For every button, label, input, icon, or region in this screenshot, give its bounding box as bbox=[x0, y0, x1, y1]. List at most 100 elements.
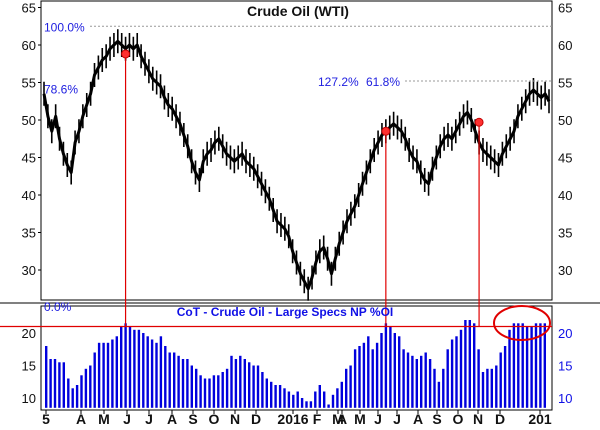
price-y-tick-right: 65 bbox=[558, 1, 572, 16]
x-tick-label: N bbox=[230, 411, 240, 427]
cot-y-tick-left: 20 bbox=[22, 326, 36, 341]
cot-bar bbox=[111, 339, 114, 408]
cot-bar bbox=[521, 323, 524, 408]
cot-bar bbox=[256, 365, 260, 408]
axis-layer: 30 30 35 35 40 40 45 45 50 50 55 55 60 60 65 65 10 10 15 15… bbox=[22, 1, 573, 428]
cot-bar bbox=[327, 404, 330, 408]
x-tick-label: J bbox=[145, 411, 153, 427]
fib-label: 61.8% bbox=[366, 75, 400, 89]
cot-y-tick-right: 10 bbox=[558, 391, 572, 406]
cot-bar bbox=[45, 346, 48, 408]
cot-bar bbox=[398, 336, 401, 408]
cot-bar bbox=[71, 388, 74, 408]
price-y-tick-left: 35 bbox=[22, 226, 36, 241]
price-y-tick-left: 60 bbox=[22, 38, 36, 53]
cot-bar bbox=[62, 362, 65, 408]
x-tick-label: 201 bbox=[528, 411, 552, 427]
highlight-ellipse bbox=[493, 305, 551, 341]
cot-bar bbox=[239, 355, 242, 408]
cot-bar bbox=[58, 362, 61, 408]
x-tick-label: A bbox=[337, 411, 347, 427]
cot-y-tick-right: 20 bbox=[558, 326, 572, 341]
cot-bar bbox=[481, 372, 485, 408]
cot-bar bbox=[208, 378, 211, 408]
x-tick-label: D bbox=[251, 411, 261, 427]
price-y-tick-right: 30 bbox=[558, 263, 572, 278]
price-panel-frame bbox=[40, 0, 553, 301]
price-y-tick-right: 35 bbox=[558, 226, 572, 241]
price-y-tick-right: 40 bbox=[558, 188, 572, 203]
cot-bar bbox=[142, 333, 145, 408]
price-y-tick-left: 45 bbox=[22, 151, 36, 166]
x-tick-label: S bbox=[188, 411, 197, 427]
cot-bar bbox=[283, 388, 286, 408]
cot-bar bbox=[371, 349, 374, 408]
fib-label: 0.0% bbox=[44, 300, 72, 314]
cot-bar bbox=[305, 401, 308, 408]
cot-bar bbox=[358, 346, 361, 408]
price-y-tick-left: 55 bbox=[22, 76, 36, 91]
cot-bar bbox=[164, 346, 167, 408]
cot-bar bbox=[345, 368, 348, 408]
cot-bar bbox=[375, 342, 379, 408]
cot-bar bbox=[433, 368, 436, 408]
cot-bar bbox=[199, 375, 202, 408]
cot-bar bbox=[186, 359, 189, 408]
cot-bar bbox=[349, 365, 352, 408]
cot-bar bbox=[133, 329, 136, 408]
cot-bar bbox=[362, 342, 366, 408]
fib-label: 100.0% bbox=[44, 20, 85, 34]
cot-y-tick-left: 10 bbox=[22, 391, 36, 406]
x-tick-label: J bbox=[123, 411, 131, 427]
cot-bar bbox=[221, 372, 224, 408]
cot-bar bbox=[331, 394, 335, 408]
x-tick-label: 2016 bbox=[277, 411, 308, 427]
cot-bar bbox=[75, 385, 79, 408]
price-y-tick-right: 50 bbox=[558, 113, 572, 128]
cot-bar bbox=[124, 323, 127, 408]
x-tick-label: J bbox=[393, 411, 401, 427]
x-tick-label: D bbox=[495, 411, 505, 427]
cot-bar bbox=[380, 333, 383, 408]
cot-bar bbox=[490, 368, 493, 408]
cot-y-tick-right: 15 bbox=[558, 359, 572, 374]
cot-y-tick-left: 15 bbox=[22, 359, 36, 374]
price-y-tick-left: 50 bbox=[22, 113, 36, 128]
x-tick-label: O bbox=[453, 411, 464, 427]
cot-bar bbox=[53, 359, 57, 408]
cot-bar bbox=[468, 320, 471, 408]
grid-layer bbox=[0, 0, 600, 411]
x-tick-label: 5 bbox=[42, 411, 50, 427]
cot-bar bbox=[336, 388, 339, 408]
x-tick-label: N bbox=[473, 411, 483, 427]
x-tick-label: A bbox=[76, 411, 86, 427]
cot-bar bbox=[106, 342, 110, 408]
cot-bar bbox=[384, 323, 388, 408]
cot-bar bbox=[89, 365, 92, 408]
cot-bar bbox=[534, 323, 538, 408]
price-y-tick-left: 40 bbox=[22, 188, 36, 203]
cot-panel-frame bbox=[40, 305, 553, 411]
cot-bar bbox=[450, 339, 454, 408]
cot-bar bbox=[120, 326, 123, 408]
cot-bar bbox=[512, 323, 516, 408]
cot-bar bbox=[190, 365, 193, 408]
cot-bar bbox=[543, 323, 546, 408]
cot-panel-title: CoT - Crude Oil - Large Specs NP %OI bbox=[177, 305, 394, 319]
cot-bar bbox=[80, 375, 83, 408]
x-tick-label: A bbox=[413, 411, 423, 427]
price-panel bbox=[42, 29, 551, 301]
x-tick-label: M bbox=[354, 411, 366, 427]
cot-bar bbox=[393, 333, 396, 408]
cot-bar bbox=[234, 359, 238, 408]
cot-bar bbox=[292, 394, 295, 408]
cot-bar bbox=[278, 385, 282, 408]
cot-bar bbox=[503, 346, 507, 408]
overlay-layer: 100.0% 78.6% 127.2% 61.8% 0.0% bbox=[0, 20, 552, 341]
cot-bar bbox=[217, 375, 220, 408]
cot-bar bbox=[274, 385, 277, 408]
price-chart-title: Crude Oil (WTI) bbox=[247, 3, 349, 19]
cot-bar bbox=[155, 342, 158, 408]
cot-bar bbox=[473, 323, 476, 408]
